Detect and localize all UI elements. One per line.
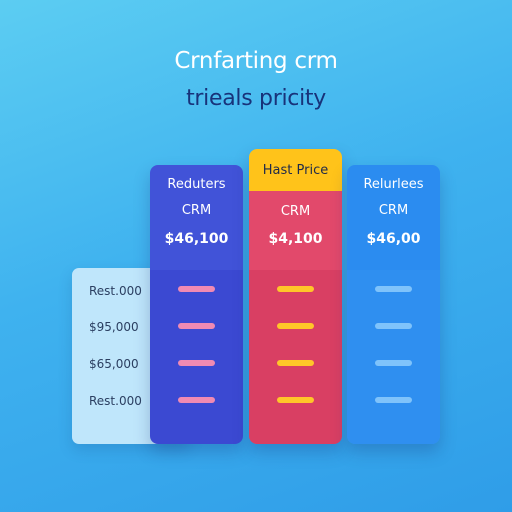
feature-indicator — [277, 360, 314, 366]
pricing-plan-card[interactable]: Reduters CRM $46,100 — [150, 165, 243, 444]
plan-header: Relurlees CRM $46,00 — [347, 165, 440, 270]
pricing-plan-card[interactable]: Relurlees CRM $46,00 — [347, 165, 440, 444]
feature-label: Rest.000 — [89, 284, 142, 298]
plan-price: $4,100 — [268, 231, 323, 247]
plan-price: $46,00 — [366, 231, 421, 247]
feature-indicator — [178, 286, 215, 292]
plan-features — [249, 270, 342, 444]
page-subtitle: trieals pricity — [186, 86, 326, 111]
plan-header: CRM $4,100 — [249, 191, 342, 270]
best-price-badge: Hast Price — [249, 149, 342, 191]
plan-header: Reduters CRM $46,100 — [150, 165, 243, 270]
pricing-plan-card-featured[interactable]: Hast Price CRM $4,100 — [249, 149, 342, 444]
feature-indicator — [178, 397, 215, 403]
feature-indicator — [277, 397, 314, 403]
feature-indicator — [277, 323, 314, 329]
feature-indicator — [375, 286, 412, 292]
page-title: Crnfarting crm — [174, 48, 338, 74]
feature-label: Rest.000 — [89, 394, 142, 408]
feature-label: $95,000 — [89, 320, 139, 334]
badge-label: Hast Price — [262, 163, 329, 178]
plan-subtitle: CRM — [181, 203, 212, 218]
feature-indicator — [277, 286, 314, 292]
feature-indicator — [375, 397, 412, 403]
plan-features — [150, 270, 243, 444]
plan-features — [347, 270, 440, 444]
plan-name: Reduters — [167, 177, 226, 192]
plan-subtitle: CRM — [378, 203, 409, 218]
feature-label: $65,000 — [89, 357, 139, 371]
feature-indicator — [375, 323, 412, 329]
feature-indicator — [375, 360, 412, 366]
plan-subtitle: CRM — [280, 204, 311, 219]
plan-name: Relurlees — [363, 177, 424, 192]
feature-indicator — [178, 360, 215, 366]
feature-indicator — [178, 323, 215, 329]
plan-price: $46,100 — [164, 231, 229, 247]
